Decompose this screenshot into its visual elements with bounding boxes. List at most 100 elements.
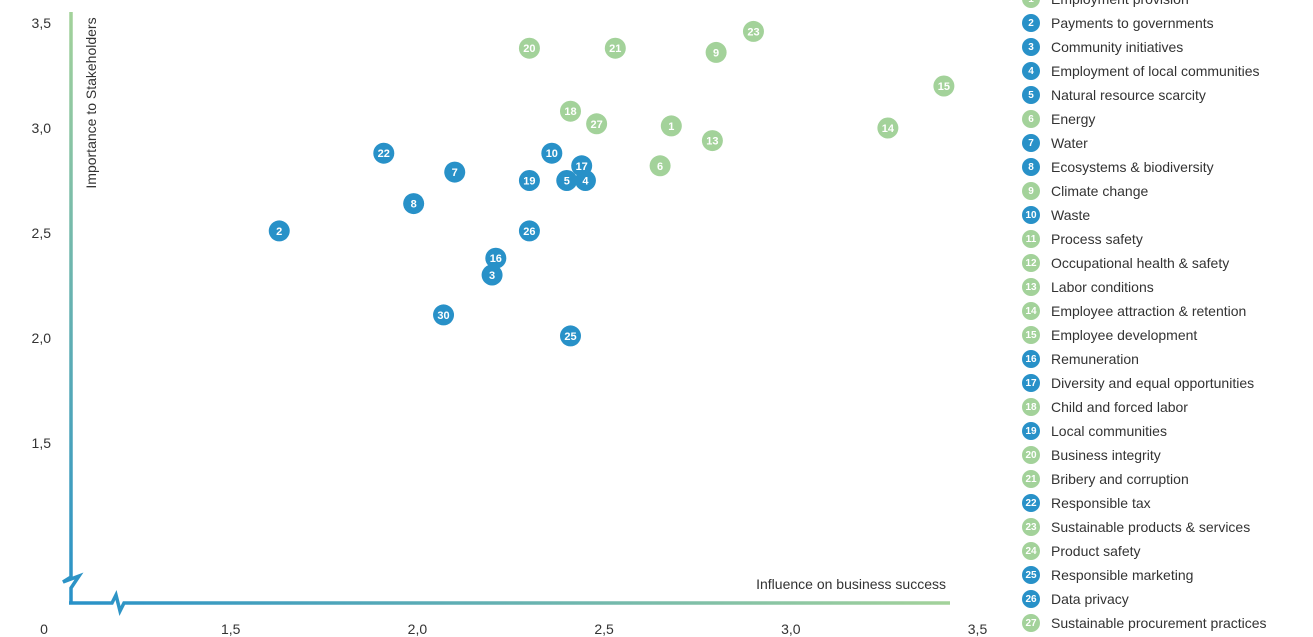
data-point-label: 5 [564, 176, 570, 188]
legend-item: 10 Waste [1022, 203, 1267, 227]
data-point-marker [877, 117, 899, 139]
data-point-marker [660, 115, 682, 137]
data-point-label: 19 [523, 176, 535, 188]
data-point-label: 25 [564, 331, 576, 343]
data-point-30: 30 [433, 304, 455, 326]
legend-badge: 23 [1022, 518, 1040, 536]
data-point-marker [933, 75, 955, 97]
data-point-marker [268, 220, 290, 242]
legend-label: Child and forced labor [1051, 399, 1188, 415]
legend-item: 26 Data privacy [1022, 587, 1267, 611]
legend-badge: 16 [1022, 350, 1040, 368]
data-point-marker [649, 155, 671, 177]
data-point-label: 30 [437, 310, 449, 322]
data-point-marker [373, 142, 395, 164]
legend-item: 3 Community initiatives [1022, 35, 1267, 59]
data-point-17: 17 [571, 155, 593, 177]
data-point-3: 3 [481, 264, 503, 286]
data-point-label: 3 [489, 270, 495, 282]
data-point-marker [518, 220, 540, 242]
legend-item: 13 Labor conditions [1022, 275, 1267, 299]
legend-item: 14 Employee attraction & retention [1022, 299, 1267, 323]
y-tick-label: 2,5 [32, 225, 52, 241]
materiality-scatter-chart: 0 Influence on business success Importan… [32, 12, 988, 637]
x-tick-label: 3,5 [968, 621, 988, 637]
data-point-marker [586, 113, 608, 135]
data-point-marker [541, 142, 563, 164]
legend-item: 18 Child and forced labor [1022, 395, 1267, 419]
legend-label: Product safety [1051, 543, 1141, 559]
legend-item: 17 Diversity and equal opportunities [1022, 371, 1267, 395]
data-point-marker [701, 130, 723, 152]
data-point-label: 27 [591, 119, 603, 131]
legend-badge: 17 [1022, 374, 1040, 392]
legend-badge: 4 [1022, 62, 1040, 80]
legend-badge: 13 [1022, 278, 1040, 296]
legend-badge: 27 [1022, 614, 1040, 632]
legend-badge: 10 [1022, 206, 1040, 224]
legend-badge: 20 [1022, 446, 1040, 464]
data-point-label: 7 [452, 167, 458, 179]
data-point-label: 17 [576, 161, 588, 173]
data-point-label: 20 [523, 43, 535, 55]
legend-item: 25 Responsible marketing [1022, 563, 1267, 587]
legend-badge: 18 [1022, 398, 1040, 416]
data-point-marker [556, 170, 578, 191]
data-point-label: 9 [713, 47, 719, 59]
data-point-9: 9 [705, 41, 727, 63]
legend-item: 15 Employee development [1022, 323, 1267, 347]
data-point-marker [518, 170, 540, 191]
data-point-label: 14 [882, 123, 895, 135]
legend-badge: 9 [1022, 182, 1040, 200]
legend-label: Occupational health & safety [1051, 255, 1230, 271]
legend: 1 Employment provision 2 Payments to govern… [1022, 0, 1267, 635]
data-point-label: 4 [582, 176, 589, 188]
data-point-label: 2 [276, 226, 282, 238]
legend-badge: 6 [1022, 110, 1040, 128]
data-point-7: 7 [444, 161, 466, 183]
data-point-21: 21 [604, 37, 626, 59]
data-point-1: 1 [660, 115, 682, 137]
data-point-marker [559, 100, 581, 122]
y-tick-label: 3,0 [32, 120, 52, 136]
data-point-23: 23 [742, 20, 764, 42]
legend-label: Employment provision [1051, 0, 1189, 7]
legend-label: Payments to governments [1051, 15, 1214, 31]
legend-badge: 19 [1022, 422, 1040, 440]
legend-label: Energy [1051, 111, 1096, 127]
legend-label: Business integrity [1051, 447, 1161, 463]
legend-item: 5 Natural resource scarcity [1022, 83, 1267, 107]
legend-label: Labor conditions [1051, 279, 1154, 295]
data-point-marker [433, 304, 455, 326]
legend-label: Water [1051, 135, 1088, 151]
legend-label: Responsible marketing [1051, 567, 1194, 583]
y-tick-labels: 1,52,02,53,03,54,0 [32, 15, 52, 451]
legend-label: Employment of local communities [1051, 63, 1260, 79]
legend-item: 6 Energy [1022, 107, 1267, 131]
legend-badge: 5 [1022, 86, 1040, 104]
legend-item: 9 Climate change [1022, 179, 1267, 203]
legend-item: 21 Bribery and corruption [1022, 467, 1267, 491]
data-point-label: 13 [706, 136, 718, 148]
legend-item: 12 Occupational health & safety [1022, 251, 1267, 275]
legend-label: Sustainable products & services [1051, 519, 1251, 535]
data-point-16: 16 [485, 247, 507, 269]
legend-label: Diversity and equal opportunities [1051, 375, 1255, 391]
legend-item: 16 Remuneration [1022, 347, 1267, 371]
legend-badge: 24 [1022, 542, 1040, 560]
legend-label: Local communities [1051, 423, 1167, 439]
data-point-label: 15 [938, 81, 950, 93]
legend-label: Climate change [1051, 183, 1149, 199]
legend-badge: 11 [1022, 230, 1040, 248]
data-point-25: 25 [559, 325, 581, 347]
legend-item: 7 Water [1022, 131, 1267, 155]
data-point-label: 16 [490, 253, 502, 265]
origin-label: 0 [40, 621, 48, 637]
legend-label: Community initiatives [1051, 39, 1184, 55]
y-tick-label: 1,5 [32, 435, 52, 451]
legend-badge: 3 [1022, 38, 1040, 56]
data-point-marker [604, 37, 626, 59]
data-point-marker [742, 20, 764, 42]
data-point-label: 8 [411, 199, 417, 211]
legend-item: 1 Employment provision [1022, 0, 1267, 11]
